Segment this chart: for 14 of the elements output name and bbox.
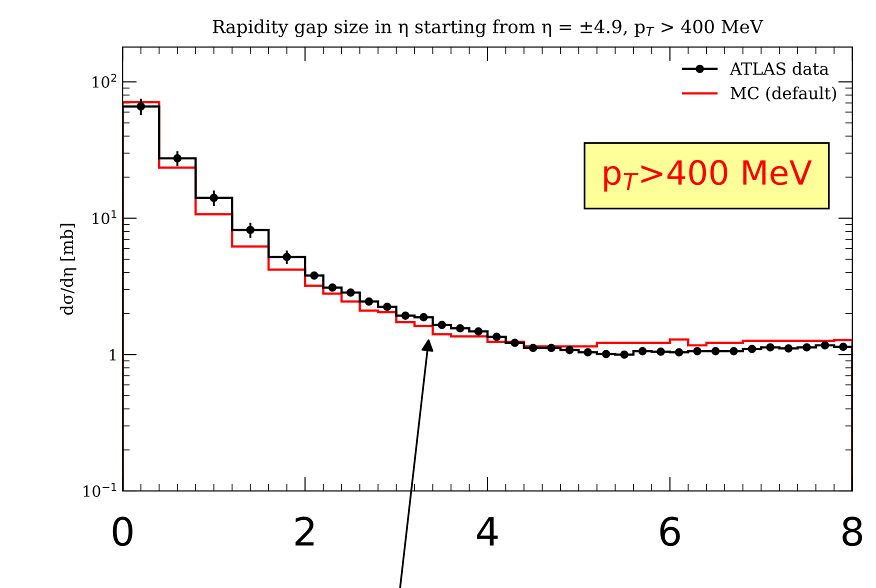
x-tick-label: 6 <box>660 516 680 546</box>
y-tick-label: 10$^{−1}$ <box>84 483 116 497</box>
x-tick-label: 8 <box>842 516 862 546</box>
y-axis-title: dσ/dη [mb] <box>60 224 76 315</box>
x-tick-label: 4 <box>477 517 498 546</box>
legend-label: MC (default) <box>730 86 836 102</box>
x-tick-label: 0 <box>112 516 132 546</box>
annotation: p$_{T}$>400 MeV <box>604 160 812 192</box>
y-tick-label: 10$^{2}$ <box>92 74 116 88</box>
legend-label: ATLAS data <box>730 62 829 75</box>
chart-title: Rapidity gap size in η starting from η = ±4.9, p$_{T}$ > 400 MeV <box>212 19 764 38</box>
y-tick-label: 1 <box>110 349 116 360</box>
x-tick-label: 2 <box>296 516 314 546</box>
y-tick-label: 10$^{1}$ <box>92 210 116 224</box>
